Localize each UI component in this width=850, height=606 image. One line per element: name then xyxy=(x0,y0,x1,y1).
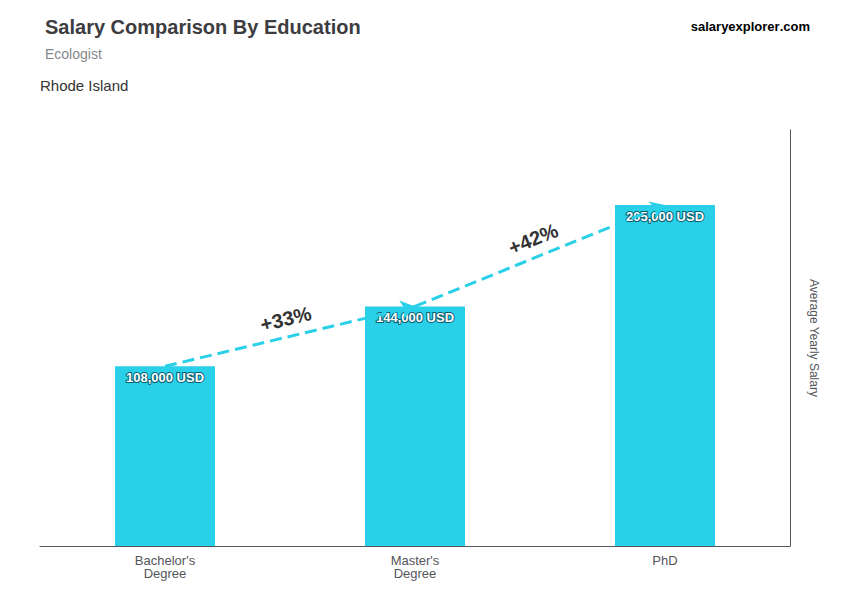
svg-text:108,000 USD: 108,000 USD xyxy=(126,370,204,385)
svg-text:Average Yearly Salary: Average Yearly Salary xyxy=(807,279,821,397)
svg-text:.com: .com xyxy=(780,19,810,34)
svg-text:144,000 USD: 144,000 USD xyxy=(376,310,454,325)
svg-text:205,000 USD: 205,000 USD xyxy=(626,208,704,224)
svg-text:PhD: PhD xyxy=(652,553,677,568)
svg-text:Rhode Island: Rhode Island xyxy=(40,77,128,94)
svg-text:salary: salary xyxy=(691,19,729,34)
svg-text:Ecologist: Ecologist xyxy=(45,46,102,62)
svg-text:explorer: explorer xyxy=(728,19,779,34)
svg-text:Master's: Master's xyxy=(390,553,440,568)
svg-text:Salary Comparison By Education: Salary Comparison By Education xyxy=(45,16,361,38)
svg-text:Bachelor's: Bachelor's xyxy=(134,553,196,568)
svg-text:+33%: +33% xyxy=(258,302,314,335)
svg-text:+42%: +42% xyxy=(505,219,561,259)
svg-text:Degree: Degree xyxy=(144,566,187,581)
svg-text:Degree: Degree xyxy=(394,566,437,581)
